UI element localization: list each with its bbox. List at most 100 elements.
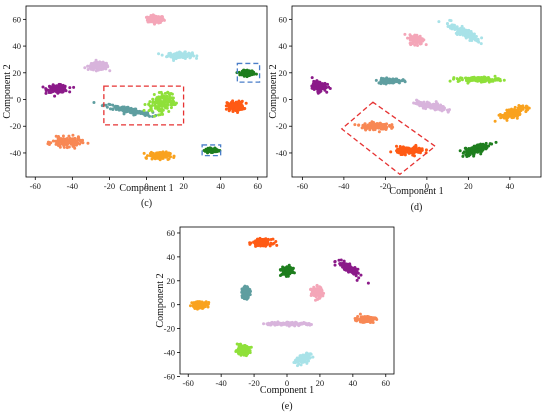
x-tick-label: 40 bbox=[506, 181, 515, 191]
data-point bbox=[353, 123, 357, 127]
data-point bbox=[57, 87, 61, 91]
data-point bbox=[337, 258, 341, 262]
cluster-3 bbox=[41, 82, 76, 98]
data-point bbox=[524, 104, 528, 108]
data-point bbox=[156, 108, 160, 112]
x-tick-label: 20 bbox=[179, 181, 188, 191]
data-point bbox=[157, 16, 161, 20]
y-tick-label: 0 bbox=[171, 300, 175, 310]
data-point bbox=[326, 82, 330, 86]
data-point bbox=[157, 90, 161, 94]
data-point bbox=[403, 79, 407, 83]
data-point bbox=[341, 265, 345, 269]
data-point bbox=[161, 102, 165, 106]
data-point bbox=[86, 141, 90, 145]
data-point bbox=[83, 66, 87, 70]
data-point bbox=[148, 100, 152, 104]
data-point bbox=[414, 101, 418, 105]
cluster-3 bbox=[309, 283, 326, 302]
data-point bbox=[134, 107, 138, 111]
data-point bbox=[61, 134, 65, 138]
data-point bbox=[347, 265, 351, 269]
data-point bbox=[493, 119, 497, 123]
data-point bbox=[149, 106, 153, 110]
data-point bbox=[166, 90, 170, 94]
cluster-1 bbox=[278, 263, 296, 278]
data-point bbox=[172, 59, 176, 63]
y-tick-label: 60 bbox=[279, 14, 288, 24]
data-point bbox=[463, 146, 467, 150]
data-point bbox=[240, 73, 244, 77]
data-point bbox=[311, 293, 315, 297]
data-point bbox=[59, 85, 63, 89]
data-point bbox=[163, 91, 167, 95]
data-point bbox=[138, 109, 142, 113]
data-point bbox=[384, 125, 388, 129]
data-point bbox=[186, 54, 190, 58]
y-tick-label: 0 bbox=[283, 95, 287, 105]
data-point bbox=[183, 50, 187, 54]
data-point bbox=[169, 54, 173, 58]
data-point bbox=[160, 92, 164, 96]
data-point bbox=[260, 241, 264, 245]
data-point bbox=[100, 104, 104, 108]
data-point bbox=[415, 33, 419, 37]
data-point bbox=[126, 105, 130, 109]
cluster-4 bbox=[310, 76, 332, 95]
data-point bbox=[121, 108, 125, 112]
data-point bbox=[81, 138, 85, 142]
y-tick-label: -60 bbox=[164, 371, 175, 381]
cluster-8 bbox=[389, 143, 428, 158]
data-point bbox=[281, 321, 285, 325]
data-point bbox=[515, 116, 519, 120]
data-point bbox=[108, 69, 112, 73]
data-point bbox=[515, 110, 519, 114]
panel-caption: (d) bbox=[411, 202, 423, 213]
data-point bbox=[352, 269, 356, 273]
data-point bbox=[240, 349, 244, 353]
data-point bbox=[170, 103, 174, 107]
y-tick-label: 20 bbox=[167, 276, 176, 286]
data-point bbox=[305, 361, 309, 365]
data-point bbox=[355, 319, 359, 323]
data-point bbox=[296, 322, 300, 326]
plot-frame bbox=[291, 5, 542, 178]
data-point bbox=[242, 107, 246, 111]
data-point bbox=[318, 296, 322, 300]
data-point bbox=[144, 156, 148, 160]
data-point bbox=[505, 118, 509, 122]
data-point bbox=[252, 240, 256, 244]
data-point bbox=[422, 100, 426, 104]
data-point bbox=[382, 78, 386, 82]
data-point bbox=[465, 155, 469, 159]
data-point bbox=[68, 86, 72, 90]
data-point bbox=[397, 151, 401, 155]
data-point bbox=[316, 90, 320, 94]
data-point bbox=[207, 148, 211, 152]
data-point bbox=[68, 90, 72, 94]
scatter-points bbox=[310, 18, 531, 159]
data-point bbox=[92, 67, 96, 71]
y-tick-label: -20 bbox=[276, 121, 287, 131]
data-point bbox=[472, 78, 476, 82]
data-point bbox=[445, 108, 449, 112]
data-point bbox=[355, 270, 359, 274]
data-point bbox=[64, 89, 68, 93]
highlight-box bbox=[236, 62, 261, 83]
data-point bbox=[412, 149, 416, 153]
data-point bbox=[461, 154, 465, 158]
data-point bbox=[476, 78, 480, 82]
data-point bbox=[152, 92, 156, 96]
data-point bbox=[472, 32, 476, 36]
data-point bbox=[415, 99, 419, 103]
data-point bbox=[458, 149, 462, 153]
chart-panel-e: -60 -40 -20 0 20 40 60 -60 -40 -20 0 20 40 60 Componen… bbox=[155, 226, 395, 412]
data-point bbox=[197, 300, 201, 304]
data-point bbox=[342, 259, 346, 263]
data-point bbox=[157, 52, 161, 56]
data-point bbox=[411, 153, 415, 157]
data-point bbox=[44, 91, 48, 95]
x-tick-label: -40 bbox=[338, 181, 349, 191]
y-tick-label: 40 bbox=[279, 41, 288, 51]
data-point bbox=[231, 109, 235, 113]
